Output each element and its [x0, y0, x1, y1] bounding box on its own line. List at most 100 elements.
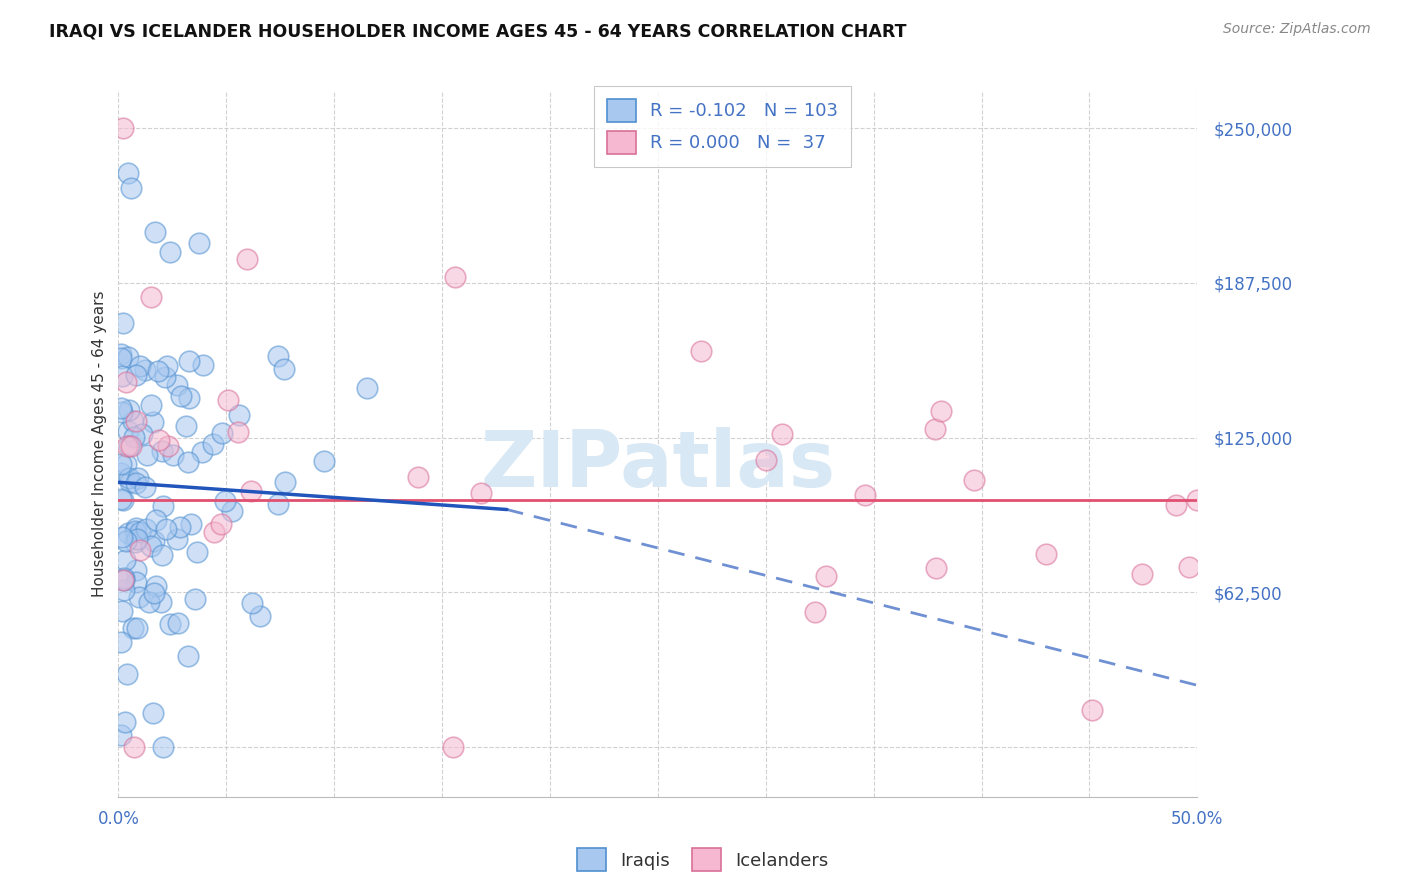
Point — [111, 530, 134, 544]
Point — [239, 484, 262, 499]
Legend: Iraqis, Icelanders: Iraqis, Icelanders — [569, 841, 837, 879]
Point — [755, 453, 778, 467]
Point — [226, 425, 249, 439]
Point — [129, 543, 152, 558]
Point — [1187, 492, 1209, 507]
Point — [1080, 703, 1102, 717]
Point — [142, 706, 165, 720]
Point — [148, 434, 170, 448]
Point — [470, 486, 492, 500]
Point — [110, 351, 132, 365]
Point — [117, 525, 139, 540]
Point — [179, 354, 201, 368]
Point — [134, 362, 156, 376]
Point — [142, 534, 165, 549]
Point — [122, 429, 145, 443]
Point — [127, 621, 149, 635]
Point — [228, 408, 250, 422]
Point — [180, 516, 202, 531]
Point — [166, 532, 188, 546]
Point — [117, 166, 139, 180]
Point — [125, 476, 148, 491]
Point — [124, 524, 146, 539]
Point — [177, 455, 200, 469]
Point — [1164, 498, 1187, 512]
Point — [159, 616, 181, 631]
Point — [314, 453, 336, 467]
Point — [110, 458, 132, 472]
Point — [125, 574, 148, 589]
Point — [110, 347, 132, 361]
Point — [169, 389, 191, 403]
Point — [153, 370, 176, 384]
Point — [1177, 560, 1199, 574]
Point — [804, 605, 827, 619]
Point — [236, 252, 259, 266]
Point — [118, 475, 141, 490]
Point — [128, 359, 150, 374]
Point — [406, 470, 429, 484]
Point — [1130, 567, 1153, 582]
Point — [929, 404, 952, 418]
Point — [112, 583, 135, 598]
Point — [217, 393, 239, 408]
Point — [136, 448, 159, 462]
Point — [143, 225, 166, 239]
Point — [169, 519, 191, 533]
Point — [111, 604, 134, 618]
Point — [690, 344, 713, 359]
Point — [815, 568, 838, 582]
Point — [142, 416, 165, 430]
Point — [145, 579, 167, 593]
Point — [441, 740, 464, 755]
Point — [150, 548, 173, 562]
Point — [111, 369, 134, 384]
Point — [150, 444, 173, 458]
Point — [121, 414, 143, 428]
Point — [177, 391, 200, 405]
Point — [110, 728, 132, 742]
Point — [117, 350, 139, 364]
Point — [159, 245, 181, 260]
Point — [122, 621, 145, 635]
Point — [115, 375, 138, 389]
Point — [152, 499, 174, 513]
Point — [155, 522, 177, 536]
Point — [127, 533, 149, 547]
Point — [122, 740, 145, 755]
Point — [134, 480, 156, 494]
Point — [138, 595, 160, 609]
Point — [267, 349, 290, 363]
Point — [139, 289, 162, 303]
Text: IRAQI VS ICELANDER HOUSEHOLDER INCOME AGES 45 - 64 YEARS CORRELATION CHART: IRAQI VS ICELANDER HOUSEHOLDER INCOME AG… — [49, 22, 907, 40]
Point — [184, 591, 207, 606]
Point — [110, 635, 132, 649]
Point — [166, 377, 188, 392]
Point — [125, 368, 148, 383]
Point — [444, 269, 467, 284]
Point — [139, 540, 162, 554]
Point — [111, 573, 134, 587]
Point — [114, 571, 136, 585]
Point — [273, 361, 295, 376]
Text: Source: ZipAtlas.com: Source: ZipAtlas.com — [1223, 22, 1371, 37]
Point — [240, 596, 263, 610]
Text: ZIPatlas: ZIPatlas — [481, 427, 835, 503]
Point — [770, 426, 793, 441]
Point — [125, 563, 148, 577]
Point — [112, 492, 135, 507]
Point — [145, 513, 167, 527]
Point — [925, 561, 948, 575]
Point — [139, 398, 162, 412]
Point — [146, 364, 169, 378]
Point — [1035, 547, 1057, 561]
Point — [150, 594, 173, 608]
Point — [125, 414, 148, 428]
Point — [110, 491, 132, 506]
Point — [177, 648, 200, 663]
Point — [853, 488, 876, 502]
Point — [124, 521, 146, 535]
Point — [118, 402, 141, 417]
Point — [114, 533, 136, 548]
Point — [221, 504, 243, 518]
